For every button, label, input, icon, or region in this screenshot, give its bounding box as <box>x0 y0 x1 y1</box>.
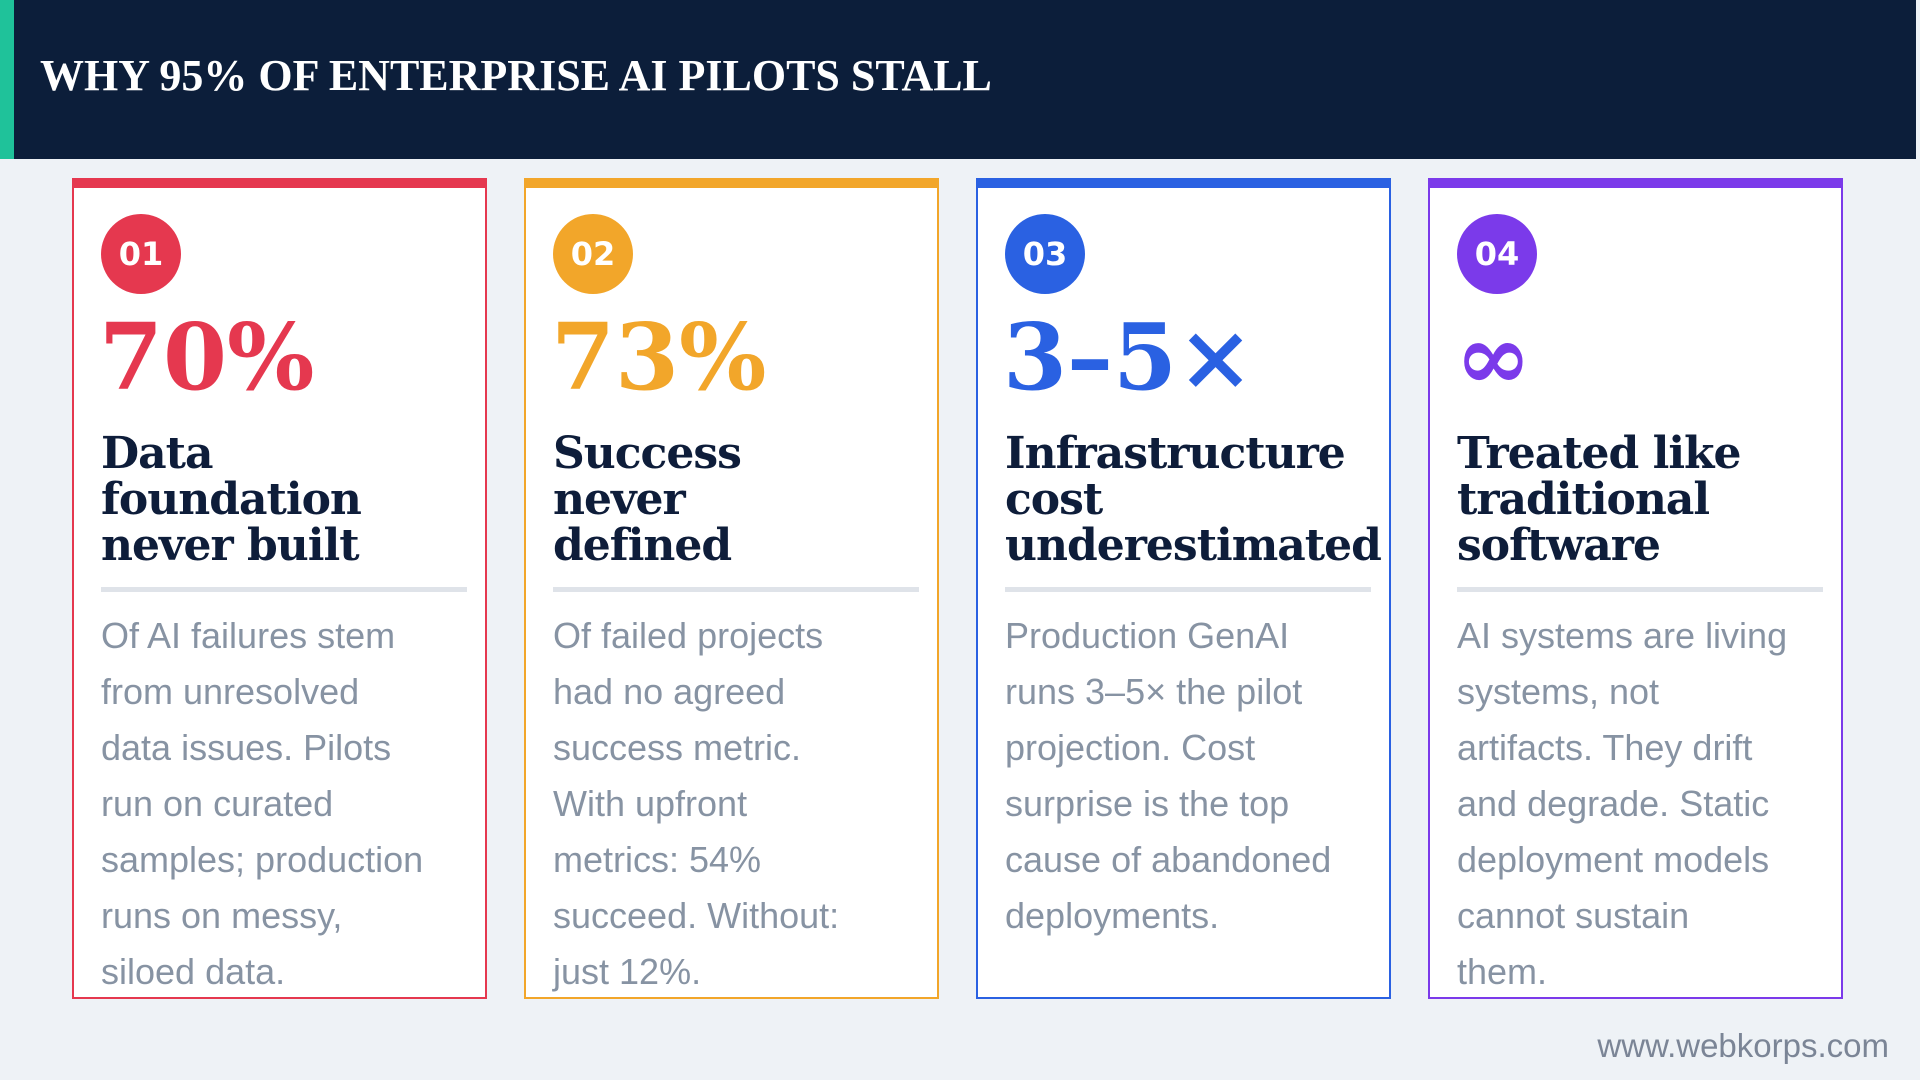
heading-line: software <box>1457 520 1661 571</box>
divider <box>101 587 467 592</box>
body-line: Production GenAI <box>1005 615 1290 656</box>
body-line: With upfront <box>553 783 748 824</box>
body-line: artifacts. They drift <box>1457 727 1753 768</box>
heading-line: traditional <box>1457 474 1710 525</box>
heading-line: underestimated <box>1005 520 1382 571</box>
badge: 03 <box>1005 214 1085 294</box>
badge: 02 <box>553 214 633 294</box>
body-line: siloed data. <box>101 951 286 992</box>
body-line: from unresolved <box>101 671 360 712</box>
stat: 70% <box>99 303 315 411</box>
header-accent <box>0 0 14 159</box>
title: WHY 95% OF ENTERPRISE AI PILOTS STALL <box>40 51 992 100</box>
card: 01 70% Data foundation never built Of AI fail… <box>72 178 487 999</box>
heading: Treated like traditional software <box>1457 428 1742 571</box>
body: Of failed projects had no agreed success m… <box>553 608 839 1000</box>
heading: Success never defined <box>553 428 742 571</box>
heading: Infrastructure cost underestimated <box>1005 428 1382 571</box>
stat: 3–5× <box>1003 303 1255 411</box>
card: 02 73% Success never defined Of failed projec… <box>524 178 939 999</box>
body-line: and degrade. Static <box>1457 783 1770 824</box>
heading-line: cost <box>1005 474 1103 525</box>
body-line: succeed. Without: <box>553 895 840 936</box>
divider <box>1005 587 1371 592</box>
body-line: AI systems are living <box>1457 615 1788 656</box>
heading: Data foundation never built <box>101 428 362 571</box>
body-line: samples; production <box>101 839 424 880</box>
body-line: metrics: 54% <box>553 839 762 880</box>
body-line: systems, not <box>1457 671 1660 712</box>
body-line: data issues. Pilots <box>101 727 392 768</box>
body-line: had no agreed <box>553 671 786 712</box>
body-line: cannot sustain <box>1457 895 1690 936</box>
stat: ∞ <box>1455 303 1532 411</box>
body-line: deployments. <box>1005 895 1220 936</box>
card: 04 ∞ Treated like traditional software AI sys… <box>1428 178 1843 999</box>
body-line: just 12%. <box>553 951 702 992</box>
body: Of AI failures stem from unresolved data i… <box>101 608 423 1000</box>
body-line: runs 3–5× the pilot <box>1005 671 1303 712</box>
body-line: deployment models <box>1457 839 1770 880</box>
stat: 73% <box>551 303 767 411</box>
body-line: success metric. <box>553 727 802 768</box>
divider <box>553 587 919 592</box>
heading-line: Infrastructure <box>1005 428 1346 479</box>
badge: 04 <box>1457 214 1537 294</box>
badge: 01 <box>101 214 181 294</box>
heading-line: defined <box>553 520 732 571</box>
body-line: Of failed projects <box>553 615 824 656</box>
header-bar <box>0 0 1916 159</box>
body: AI systems are living systems, not artifac… <box>1457 608 1787 1000</box>
divider <box>1457 587 1823 592</box>
card: 03 3–5× Infrastructure cost underestimated Pr… <box>976 178 1391 999</box>
heading-line: never built <box>101 520 360 571</box>
heading-line: Success <box>553 428 742 479</box>
body: Production GenAI runs 3–5× the pilot proje… <box>1005 608 1331 944</box>
body-line: Of AI failures stem <box>101 615 396 656</box>
heading-line: foundation <box>101 474 362 525</box>
body-line: run on curated <box>101 783 334 824</box>
heading-line: never <box>553 474 686 525</box>
body-line: surprise is the top <box>1005 783 1290 824</box>
heading-line: Treated like <box>1457 428 1742 479</box>
body-line: runs on messy, <box>101 895 343 936</box>
body-line: projection. Cost <box>1005 727 1256 768</box>
heading-line: Data <box>101 428 213 479</box>
footer-url: www.webkorps.com <box>1597 1027 1889 1064</box>
body-line: cause of abandoned <box>1005 839 1332 880</box>
body-line: them. <box>1457 951 1548 992</box>
